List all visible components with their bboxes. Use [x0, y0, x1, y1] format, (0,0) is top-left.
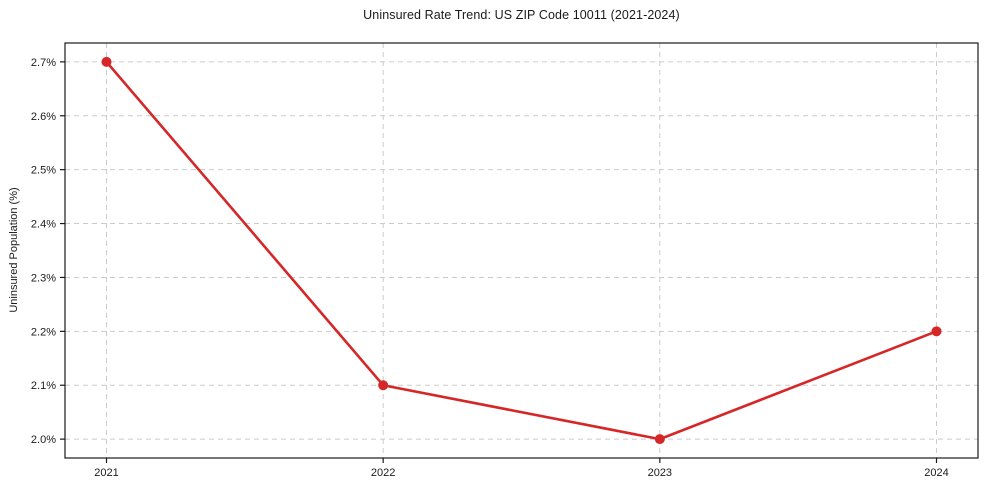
y-tick-label: 2.0% — [31, 434, 56, 446]
x-tick-label: 2024 — [924, 467, 948, 479]
y-tick-label: 2.1% — [31, 380, 56, 392]
data-point — [378, 380, 389, 391]
y-tick-label: 2.4% — [31, 219, 56, 231]
x-tick-label: 2021 — [94, 467, 118, 479]
x-tick-label: 2023 — [648, 467, 672, 479]
trend-line — [105, 60, 938, 441]
y-tick-label: 2.3% — [31, 272, 56, 284]
x-tick-label: 2022 — [371, 467, 395, 479]
y-tick-label: 2.5% — [31, 165, 56, 177]
data-point — [654, 434, 665, 445]
plot-border — [64, 42, 979, 459]
y-tick-label: 2.7% — [31, 57, 56, 69]
y-axis-label: Uninsured Population (%) — [8, 187, 20, 313]
data-point — [931, 326, 942, 337]
data-point — [101, 56, 112, 67]
y-tick-label: 2.2% — [31, 326, 56, 338]
y-tick-label: 2.6% — [31, 111, 56, 123]
chart-title: Uninsured Rate Trend: US ZIP Code 10011 … — [363, 8, 680, 22]
